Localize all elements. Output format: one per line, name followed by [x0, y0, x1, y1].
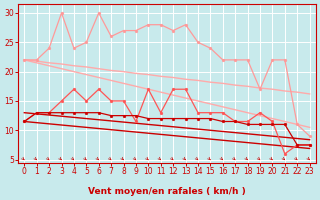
X-axis label: Vent moyen/en rafales ( km/h ): Vent moyen/en rafales ( km/h ): [88, 187, 246, 196]
